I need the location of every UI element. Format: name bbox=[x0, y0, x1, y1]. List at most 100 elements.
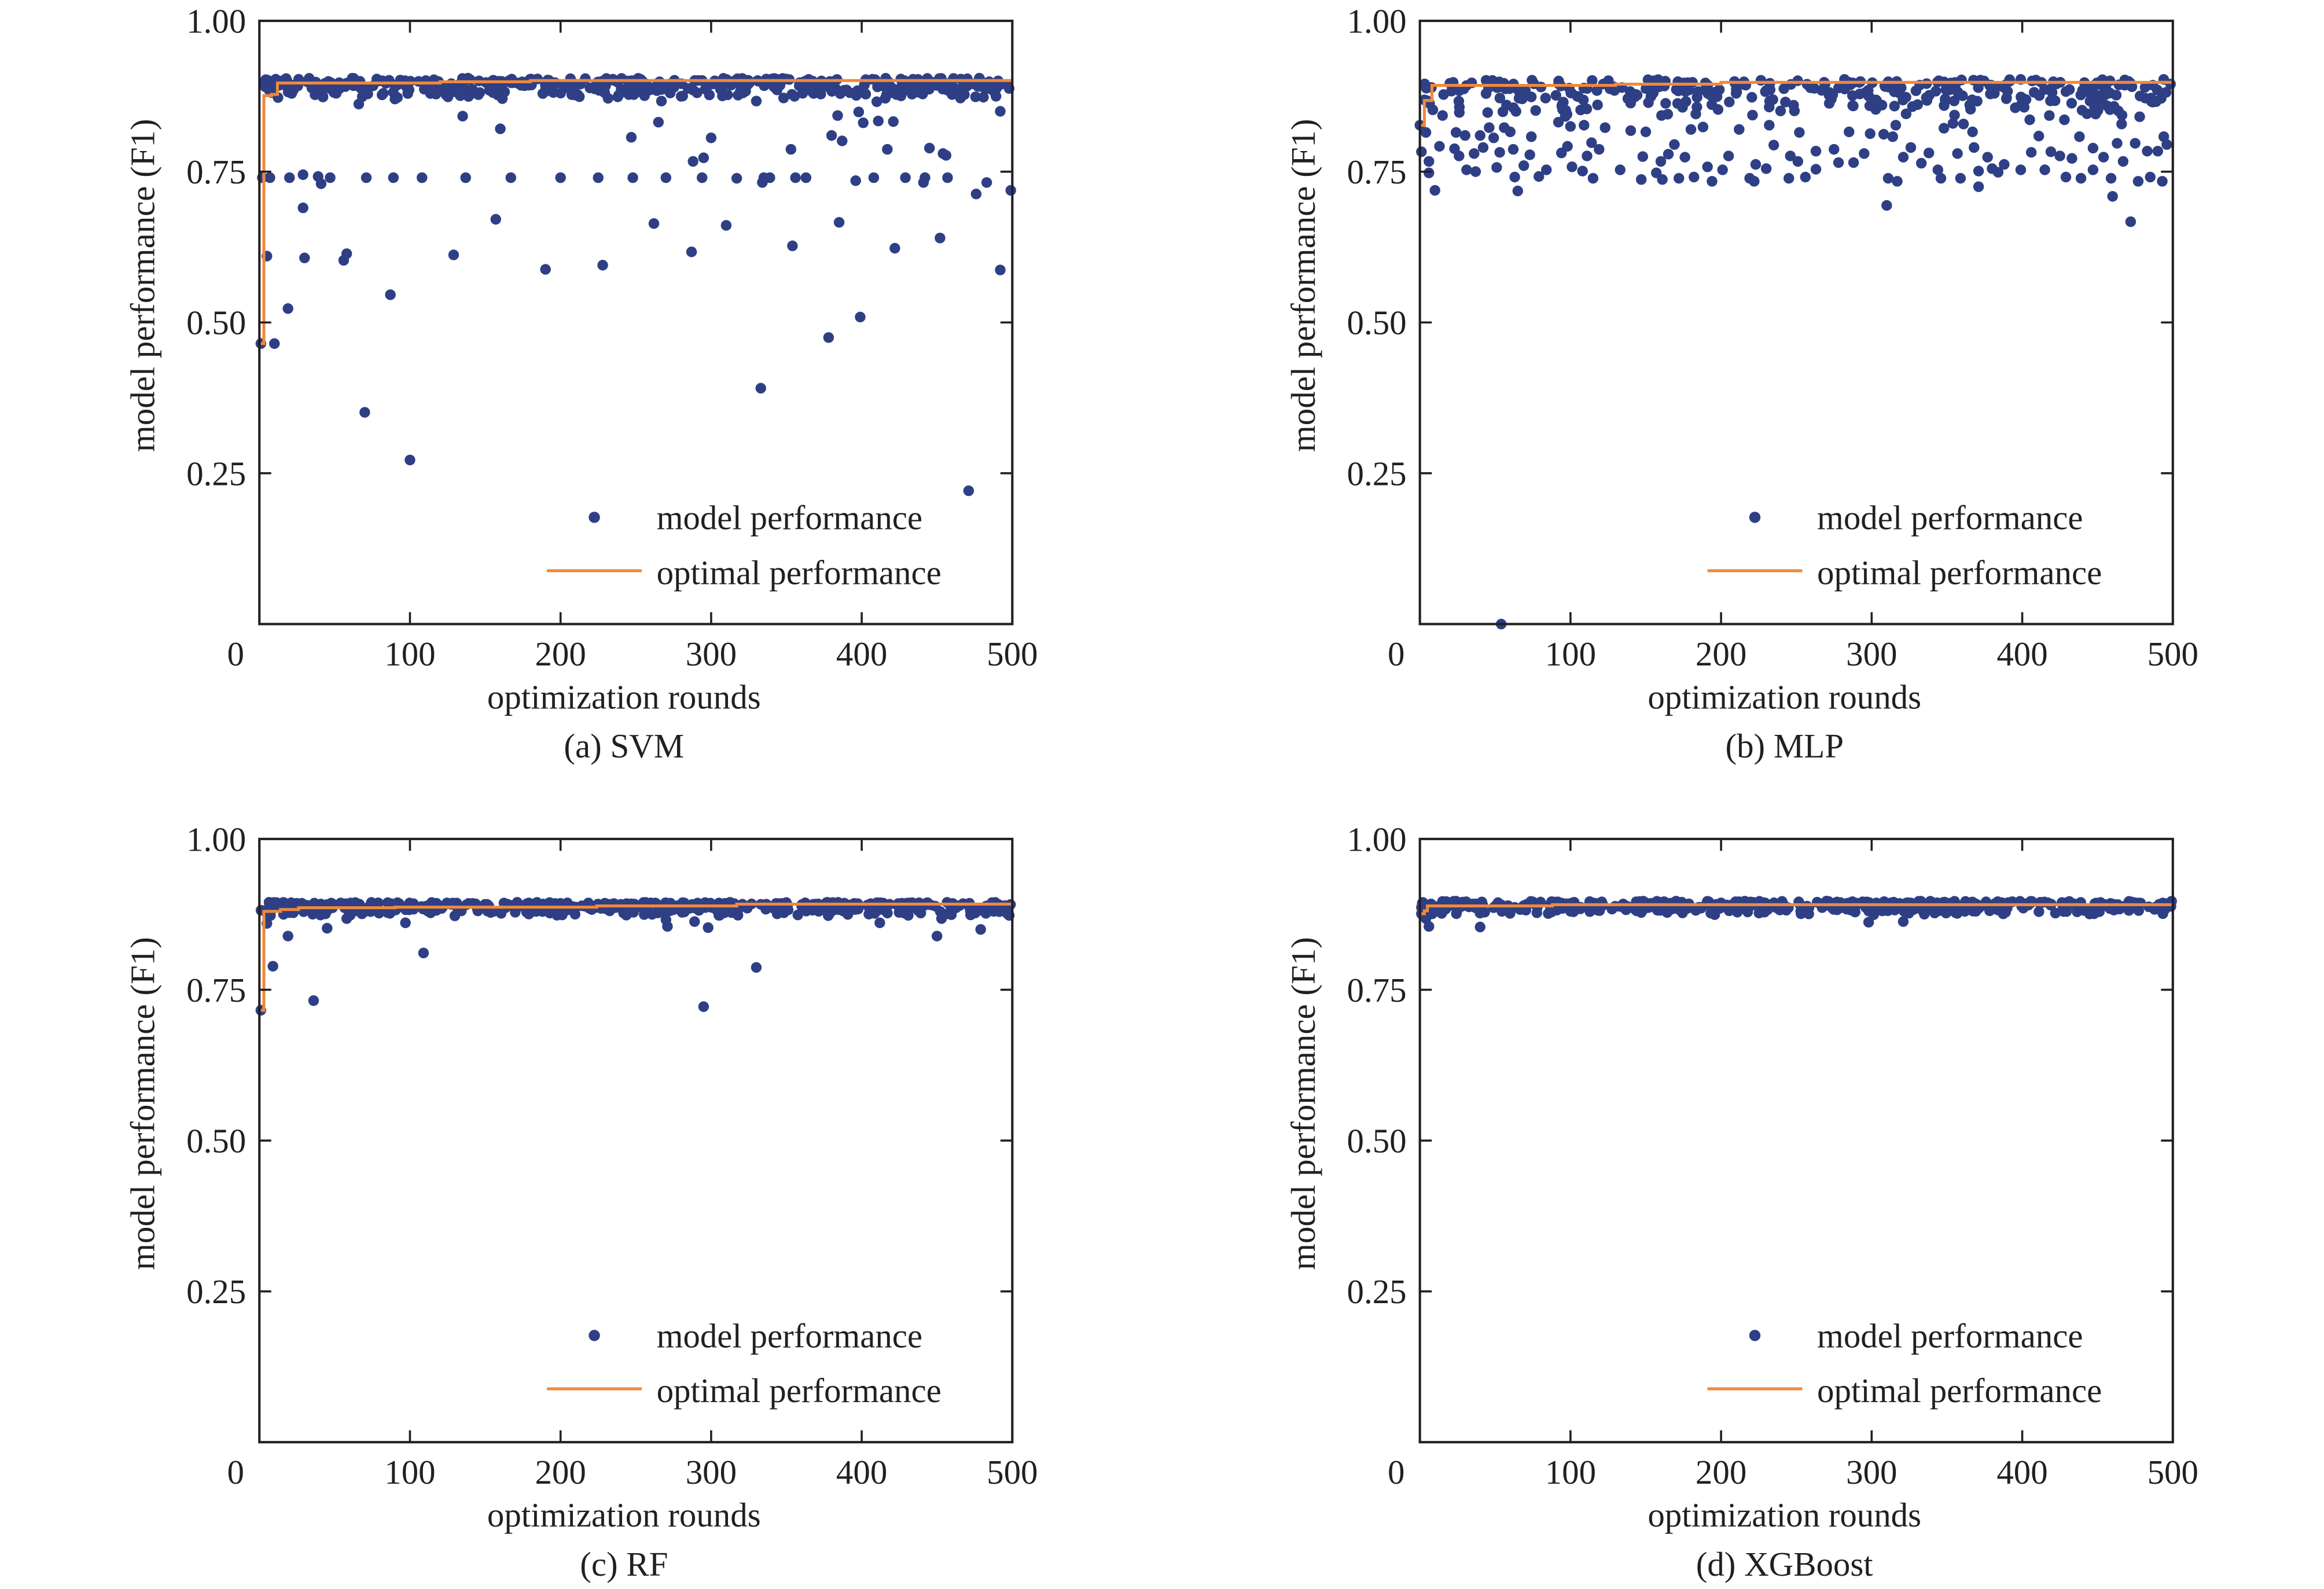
data-point bbox=[1717, 164, 1728, 175]
data-point bbox=[1969, 142, 1980, 153]
data-point bbox=[767, 76, 778, 88]
data-point bbox=[1685, 124, 1697, 135]
data-point bbox=[2066, 153, 2077, 164]
data-point bbox=[465, 74, 476, 85]
data-point bbox=[2039, 164, 2050, 175]
x-tick-label: 300 bbox=[686, 1454, 737, 1491]
data-point bbox=[531, 906, 542, 917]
data-point bbox=[978, 91, 989, 103]
data-point bbox=[2010, 102, 2021, 113]
data-point bbox=[1878, 128, 1889, 140]
data-point bbox=[593, 172, 604, 183]
data-point bbox=[931, 80, 942, 91]
data-point bbox=[2034, 906, 2044, 917]
data-point bbox=[1488, 133, 1499, 144]
data-point bbox=[359, 87, 370, 98]
data-point bbox=[1534, 171, 1545, 182]
data-point bbox=[679, 906, 690, 918]
data-point bbox=[942, 172, 953, 183]
data-point bbox=[1847, 90, 1858, 101]
data-point bbox=[751, 95, 762, 106]
data-point bbox=[1938, 123, 1950, 134]
data-point bbox=[782, 904, 794, 915]
data-point bbox=[823, 332, 834, 343]
data-point bbox=[850, 904, 861, 915]
data-point bbox=[648, 218, 660, 229]
data-point bbox=[1592, 100, 1603, 111]
data-point bbox=[2126, 81, 2138, 93]
data-point bbox=[686, 83, 697, 94]
scatter-series bbox=[255, 897, 1016, 1016]
data-point bbox=[778, 93, 789, 104]
x-axis-label: optimization rounds bbox=[1648, 1496, 1921, 1534]
data-point bbox=[1905, 142, 1917, 153]
chart-caption: (a) SVM bbox=[564, 727, 684, 765]
data-point bbox=[2073, 903, 2084, 915]
data-point bbox=[264, 172, 275, 183]
data-point bbox=[1731, 907, 1743, 918]
data-point bbox=[2130, 138, 2141, 149]
data-point bbox=[995, 106, 1006, 117]
data-point bbox=[920, 172, 931, 183]
x-tick-label: 200 bbox=[535, 1454, 586, 1491]
data-point bbox=[1823, 98, 1835, 109]
data-point bbox=[1643, 97, 1654, 108]
data-point bbox=[629, 83, 641, 95]
data-point bbox=[1760, 163, 1772, 174]
data-point bbox=[490, 214, 501, 225]
y-axis-label: model performance (F1) bbox=[124, 119, 161, 452]
data-point bbox=[2044, 110, 2055, 121]
data-point bbox=[1724, 96, 1735, 108]
data-point bbox=[1801, 900, 1813, 912]
data-point bbox=[1674, 172, 1685, 184]
data-point bbox=[1517, 93, 1528, 105]
data-point bbox=[361, 172, 372, 183]
legend-marker-model-performance bbox=[589, 512, 600, 523]
data-point bbox=[1839, 83, 1851, 95]
data-point bbox=[1637, 151, 1648, 162]
y-tick-label: 1.00 bbox=[186, 821, 246, 858]
data-point bbox=[1642, 74, 1654, 85]
legend-label-optimal-performance: optimal performance bbox=[1817, 1372, 2102, 1410]
legend-marker-model-performance bbox=[1749, 512, 1761, 523]
data-point bbox=[1789, 105, 1800, 116]
data-point bbox=[1424, 921, 1435, 932]
data-point bbox=[1898, 152, 1909, 163]
data-point bbox=[626, 132, 637, 143]
data-point bbox=[832, 110, 843, 121]
y-tick-label: 0.75 bbox=[186, 972, 246, 1009]
y-tick-label: 0.75 bbox=[1347, 153, 1407, 191]
data-point bbox=[1930, 86, 1941, 97]
data-point bbox=[2054, 150, 2065, 161]
data-point bbox=[1582, 150, 1593, 161]
data-point bbox=[1550, 90, 1562, 101]
data-point bbox=[600, 80, 611, 91]
data-point bbox=[1887, 131, 1898, 142]
data-point bbox=[597, 259, 608, 271]
data-point bbox=[1509, 902, 1520, 913]
x-tick-label: 100 bbox=[1545, 635, 1596, 673]
chart-panel-0: 0 100 200 300 400 500 0.25 0.50 0.75 1.00 optimiza… bbox=[124, 3, 1038, 765]
data-point bbox=[1933, 904, 1945, 915]
data-point bbox=[970, 188, 982, 200]
data-point bbox=[948, 82, 959, 93]
data-point bbox=[1940, 84, 1951, 95]
data-point bbox=[656, 95, 667, 106]
data-point bbox=[1947, 118, 1959, 129]
x-tick-label: 500 bbox=[2148, 635, 2198, 673]
data-point bbox=[1469, 148, 1480, 159]
x-tick-label: 100 bbox=[1545, 1454, 1596, 1491]
y-axis-label: model performance (F1) bbox=[1285, 119, 1322, 452]
legend-label-model-performance: model performance bbox=[1817, 499, 2083, 537]
data-point bbox=[2107, 191, 2118, 202]
data-point bbox=[1785, 150, 1796, 161]
data-point bbox=[1577, 165, 1588, 176]
data-point bbox=[545, 907, 556, 919]
data-point bbox=[1434, 141, 1445, 152]
data-point bbox=[2152, 145, 2163, 157]
data-point bbox=[1865, 128, 1876, 139]
data-point bbox=[281, 898, 292, 910]
data-point bbox=[790, 172, 801, 183]
data-point bbox=[1848, 100, 1859, 112]
